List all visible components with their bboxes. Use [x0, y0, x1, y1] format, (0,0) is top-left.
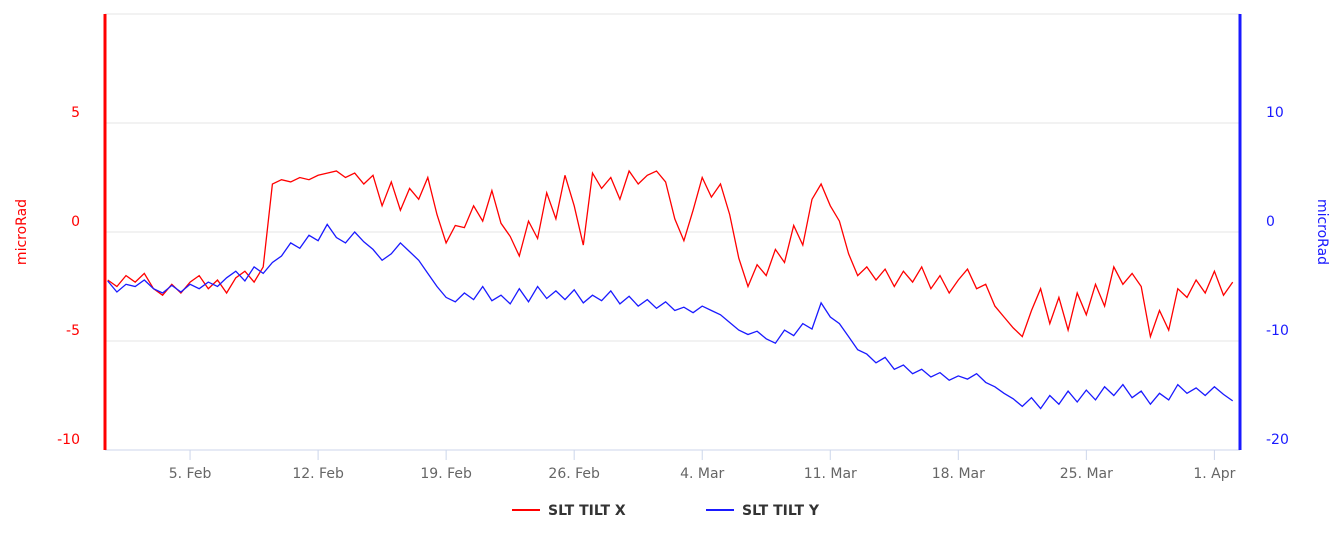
y2-tick-label: 0 [1266, 214, 1275, 230]
x-tick-label: 19. Feb [420, 466, 472, 482]
x-tick-label: 18. Mar [932, 466, 985, 482]
x-tick-label: 1. Apr [1193, 466, 1235, 482]
y2-axis-title: microRad [1314, 199, 1330, 265]
series-line [107, 223, 1234, 410]
series-line [107, 169, 1234, 340]
legend-label: SLT TILT Y [742, 503, 820, 519]
x-tick-label: 25. Mar [1060, 466, 1113, 482]
legend-label: SLT TILT X [548, 503, 626, 519]
y2-tick-label: -20 [1266, 432, 1289, 448]
y2-tick-label: 10 [1266, 105, 1284, 121]
x-tick-label: 5. Feb [169, 466, 212, 482]
x-tick-label: 26. Feb [548, 466, 600, 482]
y-tick-label: -10 [57, 432, 80, 448]
x-tick-label: 12. Feb [292, 466, 344, 482]
x-tick-label: 11. Mar [804, 466, 857, 482]
y2-tick-label: -10 [1266, 323, 1289, 339]
y-tick-label: 0 [71, 214, 80, 230]
y-tick-label: 5 [71, 105, 80, 121]
y-tick-label: -5 [66, 323, 80, 339]
y-axis-title: microRad [14, 199, 30, 265]
x-tick-label: 4. Mar [680, 466, 724, 482]
